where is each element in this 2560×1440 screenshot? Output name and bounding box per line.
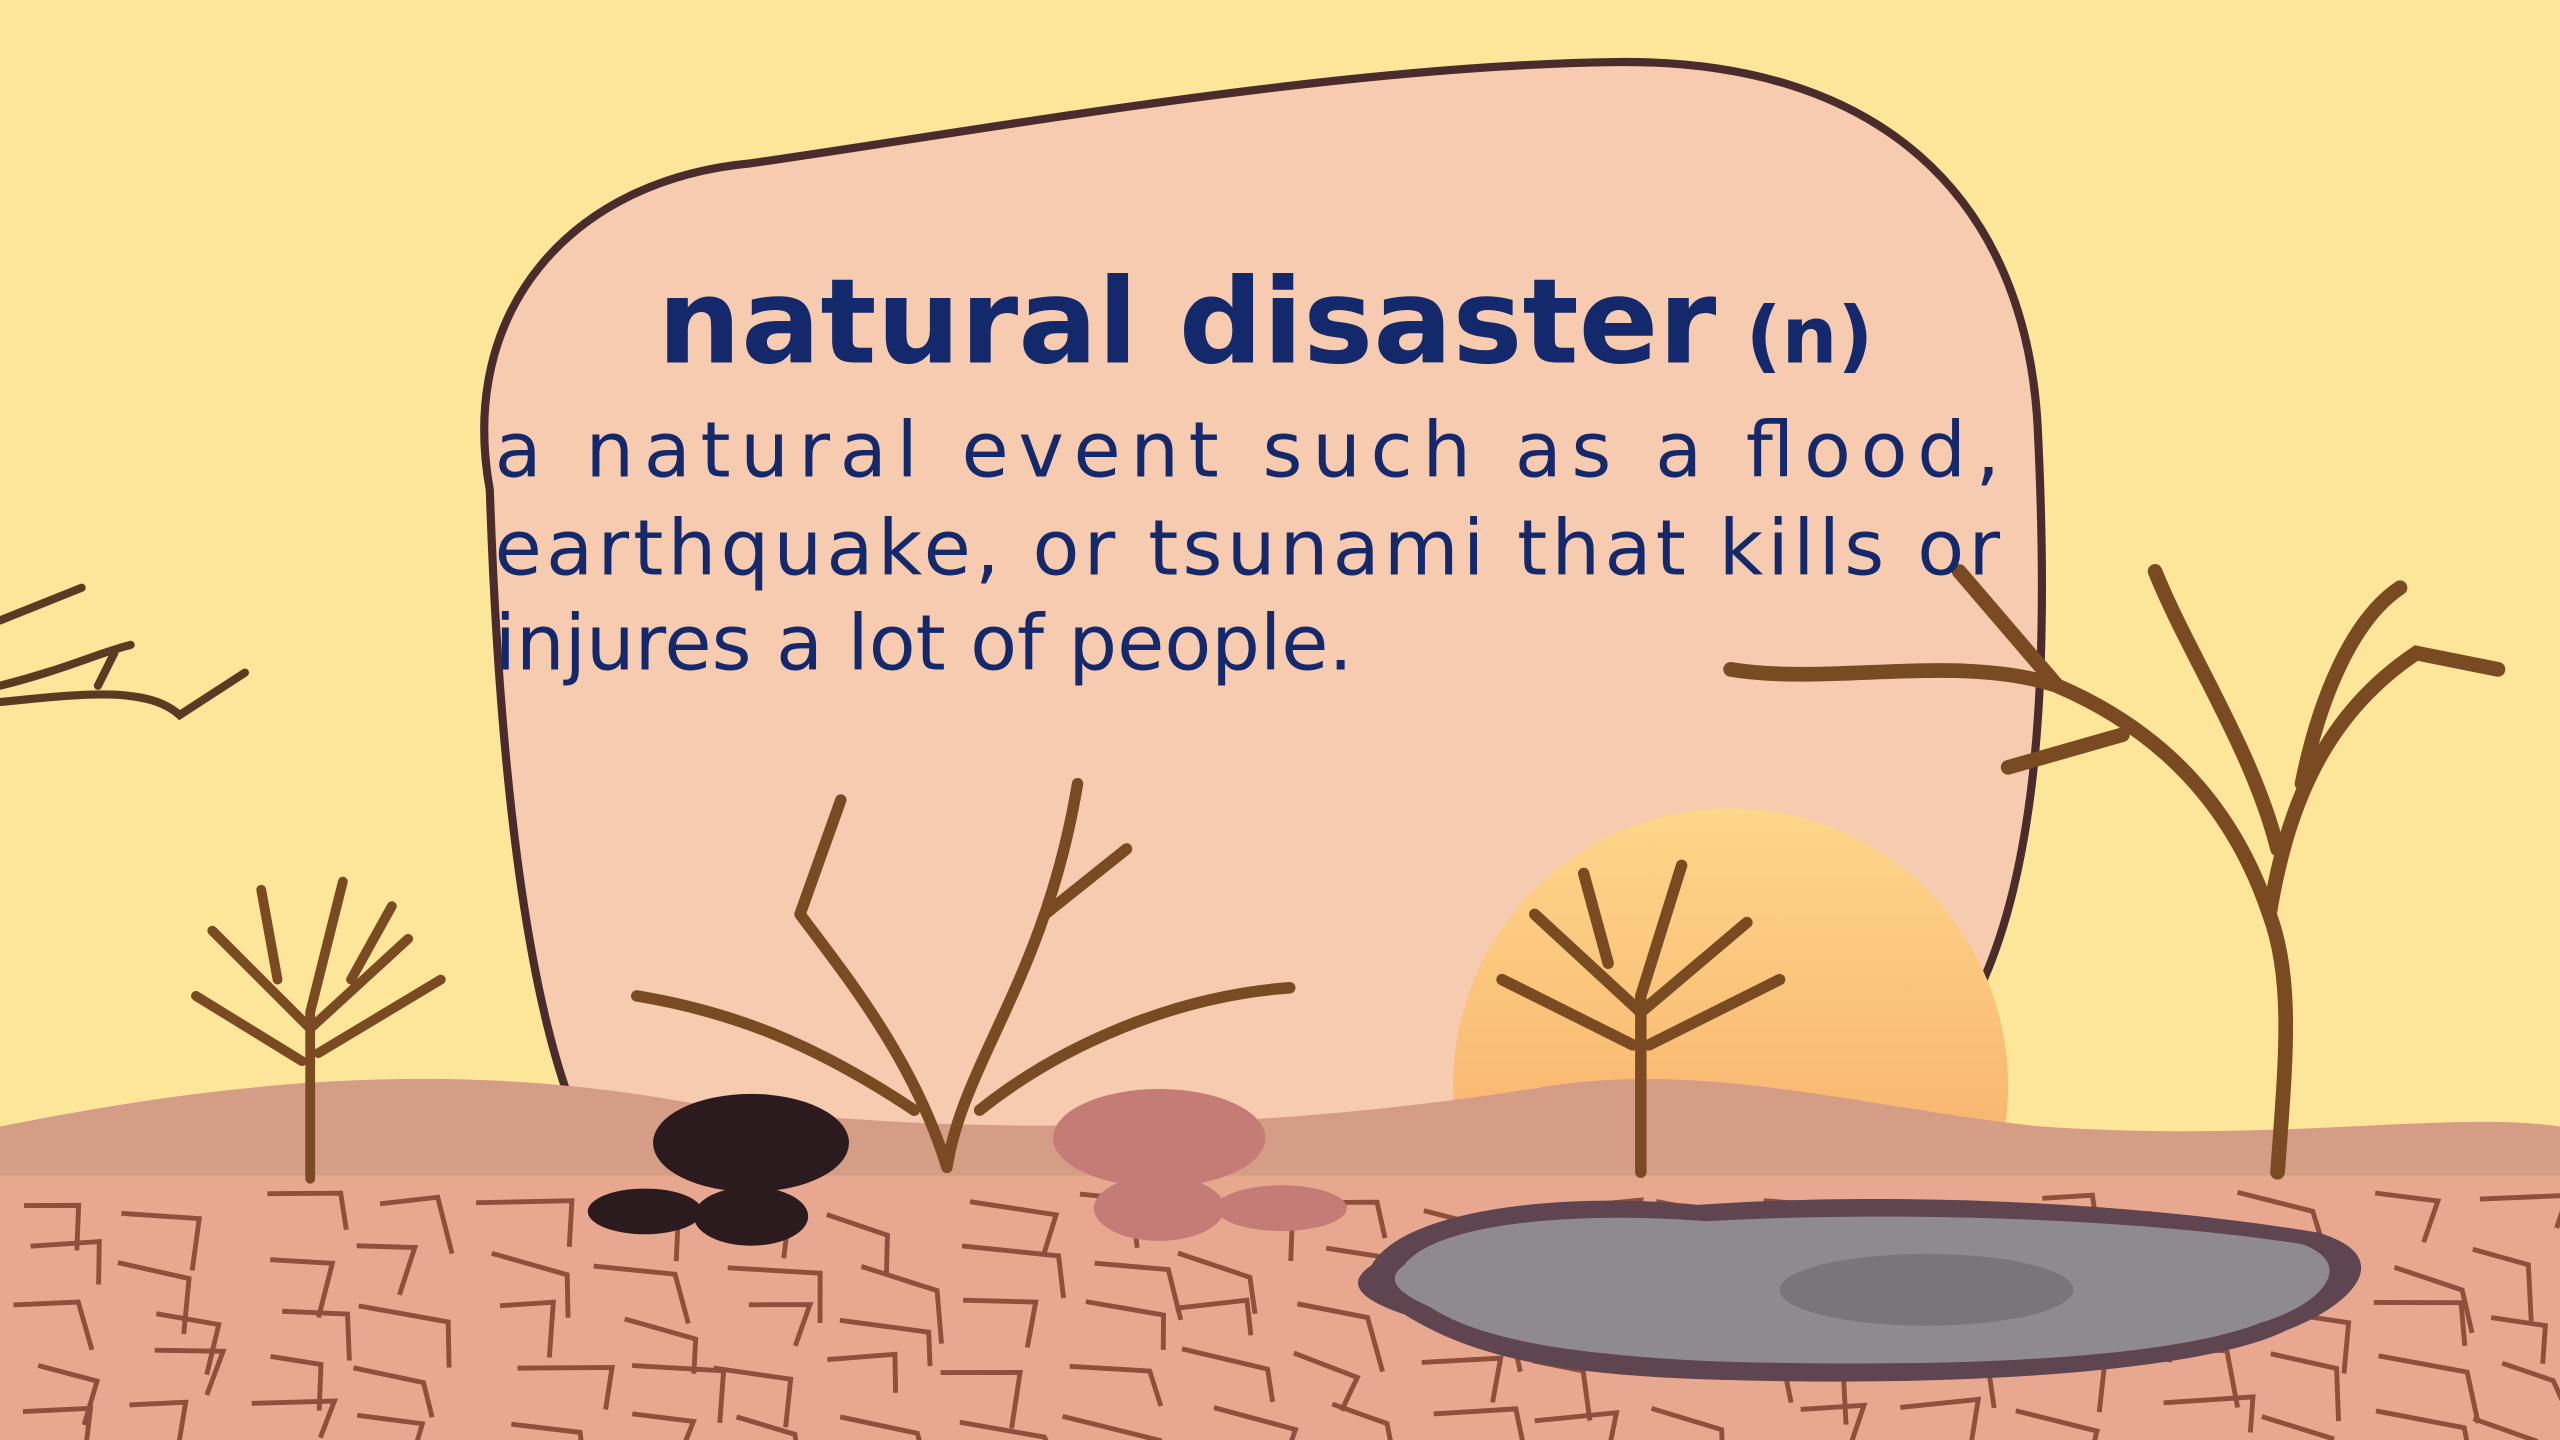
definition-line: injures a lot of people.: [495, 599, 1353, 688]
page: natural disaster (n) a natural event such…: [0, 0, 2560, 1440]
puddle-shade: [1780, 1254, 2074, 1326]
rock: [653, 1094, 849, 1192]
definition-line: earthquake, or tsunami that kills or: [495, 505, 2001, 594]
definition-line: a natural event such as a flood,: [495, 407, 2000, 496]
rock: [1053, 1089, 1265, 1187]
part-of-speech: (n): [1746, 290, 1873, 381]
rock: [1216, 1185, 1347, 1231]
term-line: natural disaster (n): [657, 253, 1873, 390]
slide: natural disaster (n) a natural event such…: [0, 0, 2560, 1440]
rock: [694, 1187, 808, 1246]
rock: [1094, 1176, 1225, 1241]
rock: [588, 1189, 702, 1235]
term: natural disaster: [657, 253, 1716, 390]
